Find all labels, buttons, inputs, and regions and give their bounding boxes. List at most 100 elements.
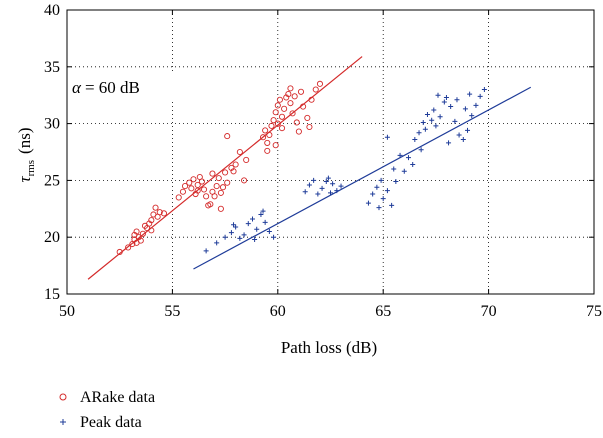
arake-point [300, 103, 307, 110]
peak-point [437, 114, 443, 120]
arake-point [293, 119, 300, 126]
peak-point [405, 155, 411, 161]
arake-point [194, 187, 201, 194]
arake-point [281, 105, 288, 112]
y-axis-subscript: rms [25, 160, 37, 177]
peak-point [441, 99, 447, 105]
peak-point [465, 127, 471, 133]
peak-point [443, 94, 449, 100]
y-axis-label: τrms (ns) [15, 127, 37, 182]
x-tick-label: 55 [164, 303, 180, 320]
peak-point [222, 234, 228, 240]
peak-point [420, 119, 426, 125]
arake-point [160, 210, 168, 217]
arake-point [203, 193, 210, 200]
arake-point [272, 109, 279, 116]
peak-point [448, 104, 454, 110]
peak-point [384, 134, 390, 140]
arake-point [264, 147, 271, 154]
peak-point [338, 183, 344, 189]
y-tick-label: 25 [44, 172, 60, 189]
legend-marker-arake [59, 393, 67, 401]
peak-point [460, 137, 466, 143]
arake-point [312, 86, 319, 93]
arake-point [230, 168, 237, 175]
arake-point [219, 184, 227, 191]
arake-point [175, 194, 182, 201]
legend-label-arake: ARake data [80, 389, 155, 406]
peak-point [214, 240, 220, 246]
arake-point [215, 175, 222, 182]
arake-point [295, 128, 302, 135]
peak-point [315, 191, 321, 197]
peak-point [454, 97, 460, 103]
peak-fit-line [193, 86, 532, 270]
arake-point [259, 134, 267, 141]
plot-frame [66, 9, 595, 295]
peak-point [397, 152, 403, 158]
peak-point [376, 205, 382, 211]
arake-point [133, 228, 140, 235]
arake-point [179, 188, 186, 195]
arake-point [272, 142, 279, 149]
arake-point [270, 117, 277, 124]
peak-point [435, 92, 441, 98]
arake-point [243, 156, 250, 164]
legend-label-peak: Peak data [80, 414, 142, 431]
arake-point [217, 205, 224, 212]
arake-point [211, 193, 218, 200]
arake-point [133, 239, 140, 246]
arake-point [278, 113, 286, 120]
peak-point [384, 188, 390, 194]
arake-point [213, 183, 220, 190]
peak-point [452, 118, 458, 124]
peak-point [328, 190, 333, 196]
arake-point [125, 244, 132, 251]
arake-point [316, 80, 324, 87]
arake-point [268, 122, 275, 129]
peak-point [391, 166, 397, 172]
arake-point [297, 88, 305, 95]
peak-point [330, 181, 336, 187]
arake-point [222, 169, 229, 176]
arake-point [156, 209, 163, 216]
peak-point [433, 123, 439, 129]
peak-point [431, 107, 437, 113]
data-points [116, 80, 487, 256]
y-tick-label: 20 [44, 229, 60, 246]
peak-point [245, 221, 251, 227]
y-tick-label: 40 [44, 2, 60, 19]
arake-point [241, 177, 248, 184]
arake-point [200, 186, 208, 193]
peak-point [365, 200, 371, 206]
peak-point [469, 113, 475, 119]
peak-point [446, 140, 452, 146]
y-axis-unit: (ns) [15, 127, 34, 153]
peak-point [481, 87, 487, 93]
x-tick-label: 70 [481, 303, 497, 320]
peak-point [262, 219, 268, 225]
arake-point [289, 110, 296, 117]
peak-point [378, 177, 384, 183]
peak-point [422, 126, 428, 132]
arake-point [287, 100, 294, 107]
annotation-text: α = 60 dB [72, 78, 140, 97]
y-tick-label: 30 [44, 116, 60, 133]
arake-point [186, 179, 193, 186]
peak-point [410, 161, 416, 167]
legend: ARake data Peak data [59, 389, 155, 431]
peak-point [231, 222, 237, 228]
peak-point [306, 182, 312, 188]
peak-point [393, 179, 399, 185]
x-axis-label: Path loss (dB) [281, 338, 377, 357]
arake-point [209, 170, 216, 177]
peak-point [389, 202, 395, 208]
arake-point [274, 102, 281, 109]
arake-point [276, 96, 283, 103]
peak-point [473, 102, 479, 108]
arake-point [190, 176, 197, 183]
y-axis-symbol: τ [15, 176, 34, 183]
peak-point [462, 106, 468, 112]
peak-point [412, 137, 418, 143]
